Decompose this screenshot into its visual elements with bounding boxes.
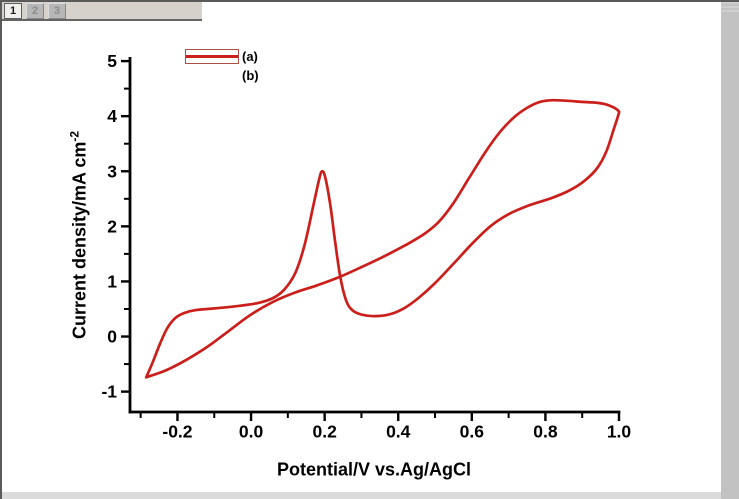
tab-1[interactable]: 1: [4, 2, 22, 19]
x-tick-label: 0.0: [239, 422, 264, 442]
window-top-border: [0, 0, 739, 2]
x-tick-label: 0.2: [312, 422, 337, 442]
y-tick-label: 4: [107, 106, 117, 126]
legend-label-a: (a): [242, 49, 258, 64]
tab-3[interactable]: 3: [48, 2, 66, 19]
legend-entry-a: (a): [185, 48, 259, 65]
legend-line-sample: [186, 55, 238, 58]
x-tick-label: 1.0: [607, 422, 632, 442]
y-axis-title-text: Current density/mA cm: [69, 141, 90, 340]
x-tick-label: 0.8: [533, 422, 558, 442]
y-tick-label: 5: [107, 51, 117, 71]
x-tick-label: -0.2: [162, 422, 192, 442]
y-tick-label: 0: [107, 327, 117, 347]
y-tick-label: 2: [107, 216, 117, 236]
bottom-status-strip: [2, 492, 721, 499]
legend-entry-b: (b): [242, 67, 259, 84]
y-tick-label: -1: [101, 382, 117, 402]
window-left-border: [0, 0, 2, 499]
y-axis-title-superscript: -2: [67, 130, 82, 142]
right-scroll-area: [721, 2, 739, 499]
y-axis-title: Current density/mA cm-2: [68, 131, 91, 339]
legend-sample-box: [185, 49, 239, 64]
legend: (a) (b): [185, 48, 259, 84]
cv-curve-series-a: [144, 98, 621, 379]
x-tick-label: 0.6: [460, 422, 485, 442]
tab-2[interactable]: 2: [26, 2, 44, 19]
tab-bar: 1 2 3: [2, 2, 202, 21]
legend-label-b: (b): [242, 68, 259, 83]
x-tick-label: 0.4: [386, 422, 411, 442]
y-tick-label: 3: [107, 161, 117, 181]
y-tick-label: 1: [107, 271, 117, 291]
right-panel-stripes: [721, 2, 739, 14]
x-axis-title: Potential/V vs.Ag/AgCl: [276, 459, 472, 480]
